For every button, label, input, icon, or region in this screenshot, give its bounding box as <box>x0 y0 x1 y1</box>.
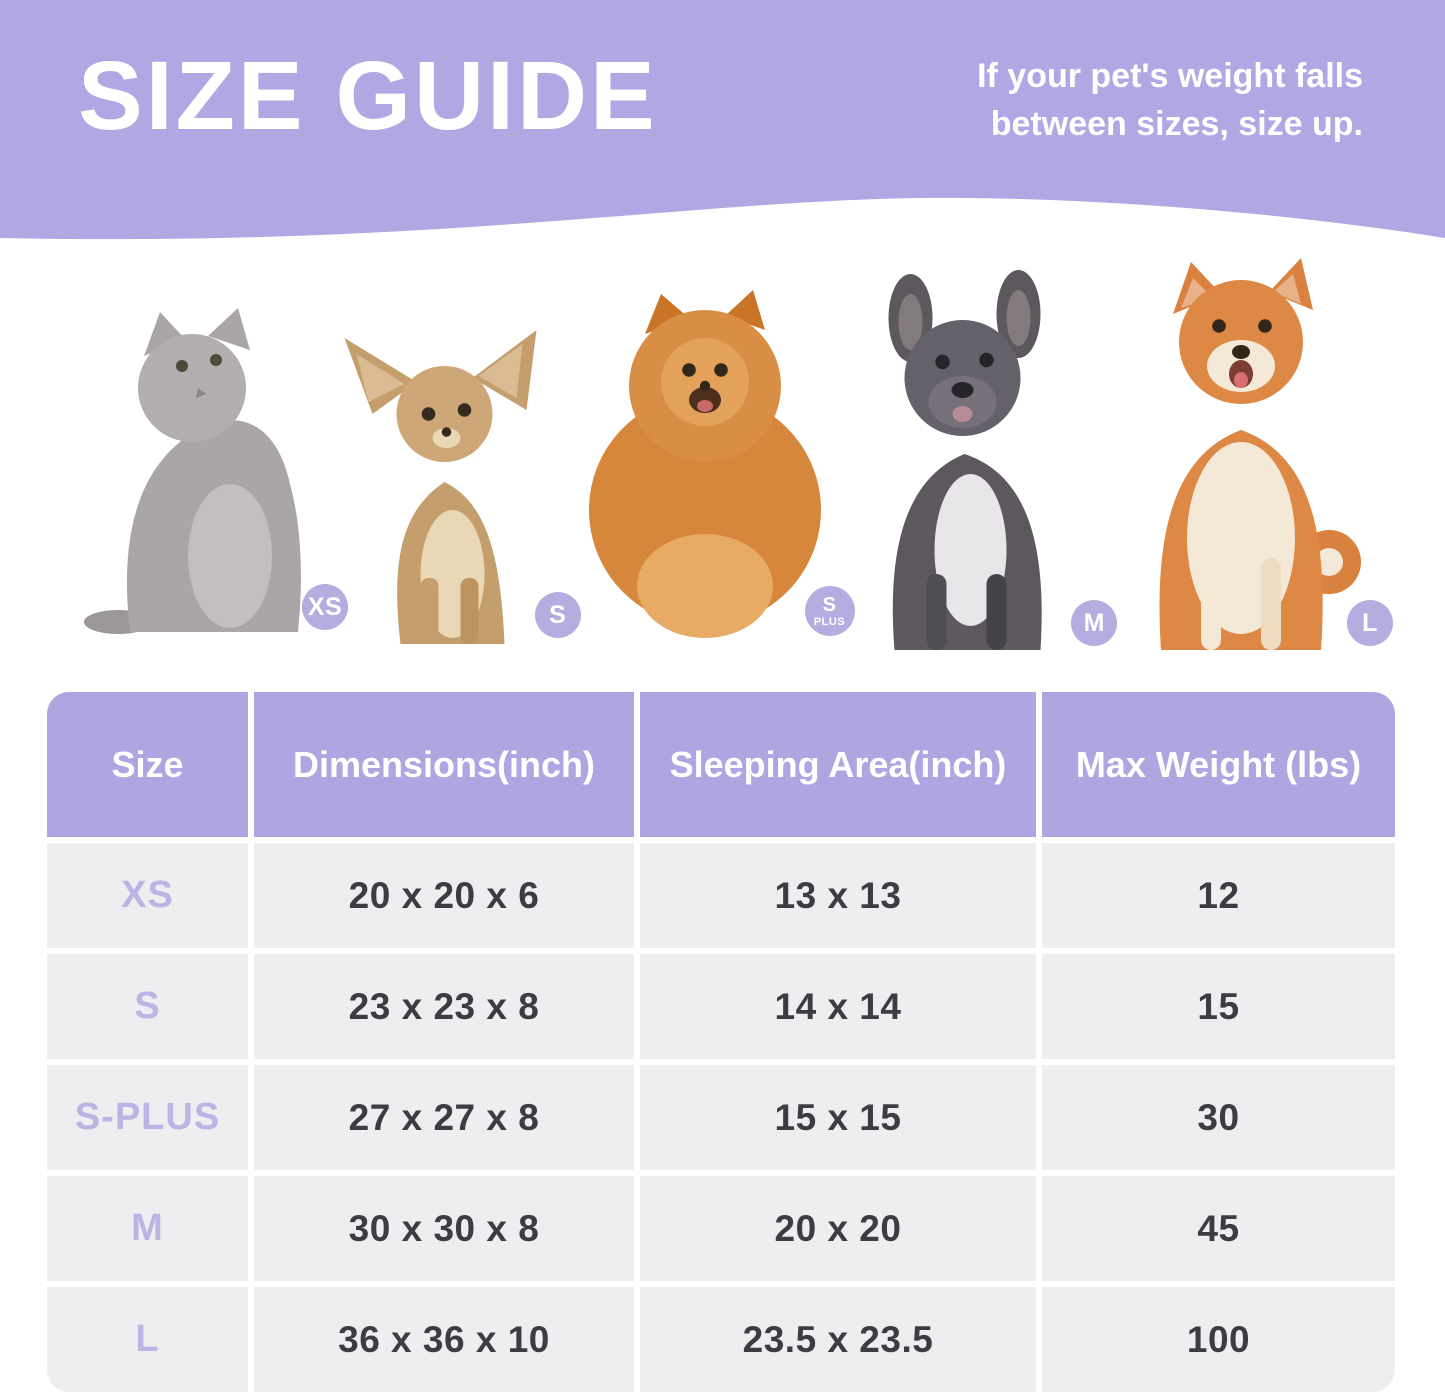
table-row-splus-sleeping: 15 x 15 <box>640 1065 1036 1170</box>
wave-background <box>0 0 1445 240</box>
size-badge-label: L <box>1362 608 1378 637</box>
table-row-xs-dims: 20 x 20 x 6 <box>254 843 634 948</box>
pet-size-strip: XS S <box>0 252 1445 652</box>
table-row-m-weight: 45 <box>1042 1176 1395 1281</box>
table-row-xs-weight: 12 <box>1042 843 1395 948</box>
column-header-sleeping: Sleeping Area(inch) <box>640 692 1036 837</box>
french-bulldog-icon <box>888 270 1042 650</box>
table-row-s-dims: 23 x 23 x 8 <box>254 954 634 1059</box>
column-header-dimensions: Dimensions(inch) <box>254 692 634 837</box>
table-row-m-dims: 30 x 30 x 8 <box>254 1176 634 1281</box>
size-badge-sublabel: PLUS <box>813 615 846 628</box>
table-row-l-dims: 36 x 36 x 10 <box>254 1287 634 1392</box>
page-title: SIZE GUIDE <box>78 41 658 150</box>
table-row-l-size: L <box>47 1287 248 1392</box>
size-badge-label: S <box>822 593 837 616</box>
table-row-s-sleeping: 14 x 14 <box>640 954 1036 1059</box>
table-row-splus-weight: 30 <box>1042 1065 1395 1170</box>
table-row-l-sleeping: 23.5 x 23.5 <box>640 1287 1036 1392</box>
cat-icon <box>84 308 301 634</box>
pomeranian-icon <box>588 290 821 638</box>
pet-m: M <box>846 270 1118 652</box>
pet-l: L <box>1109 258 1393 652</box>
size-badge-s-plus: S PLUS <box>804 586 855 636</box>
size-badge-label: XS <box>307 592 343 621</box>
pet-xs: XS <box>82 304 348 636</box>
table-row-l-weight: 100 <box>1042 1287 1395 1392</box>
table-row-xs-sleeping: 13 x 13 <box>640 843 1036 948</box>
shiba-inu-icon <box>1159 258 1361 650</box>
size-table: Size Dimensions(inch) Sleeping Area(inch… <box>47 692 1395 1392</box>
chihuahua-icon <box>344 330 537 644</box>
hero-banner: SIZE GUIDE If your pet's weight falls be… <box>0 0 1445 252</box>
size-badge-xs: XS <box>302 584 348 630</box>
size-badge-label: S <box>549 600 567 629</box>
column-header-size: Size <box>47 692 248 837</box>
size-badge-s: S <box>534 592 581 638</box>
pet-s-plus: S PLUS <box>573 286 855 642</box>
table-row-m-sleeping: 20 x 20 <box>640 1176 1036 1281</box>
table-row-splus-dims: 27 x 27 x 8 <box>254 1065 634 1170</box>
size-badge-m: M <box>1071 600 1118 646</box>
pet-s: S <box>340 322 581 644</box>
table-row-splus-size: S-PLUS <box>47 1065 248 1170</box>
size-badge-l: L <box>1347 600 1393 646</box>
column-header-weight: Max Weight (lbs) <box>1042 692 1395 837</box>
table-row-m-size: M <box>47 1176 248 1281</box>
table-row-s-weight: 15 <box>1042 954 1395 1059</box>
size-badge-label: M <box>1083 608 1105 637</box>
sizing-note: If your pet's weight falls between sizes… <box>977 57 1363 144</box>
table-row-xs-size: XS <box>47 843 248 948</box>
table-row-s-size: S <box>47 954 248 1059</box>
